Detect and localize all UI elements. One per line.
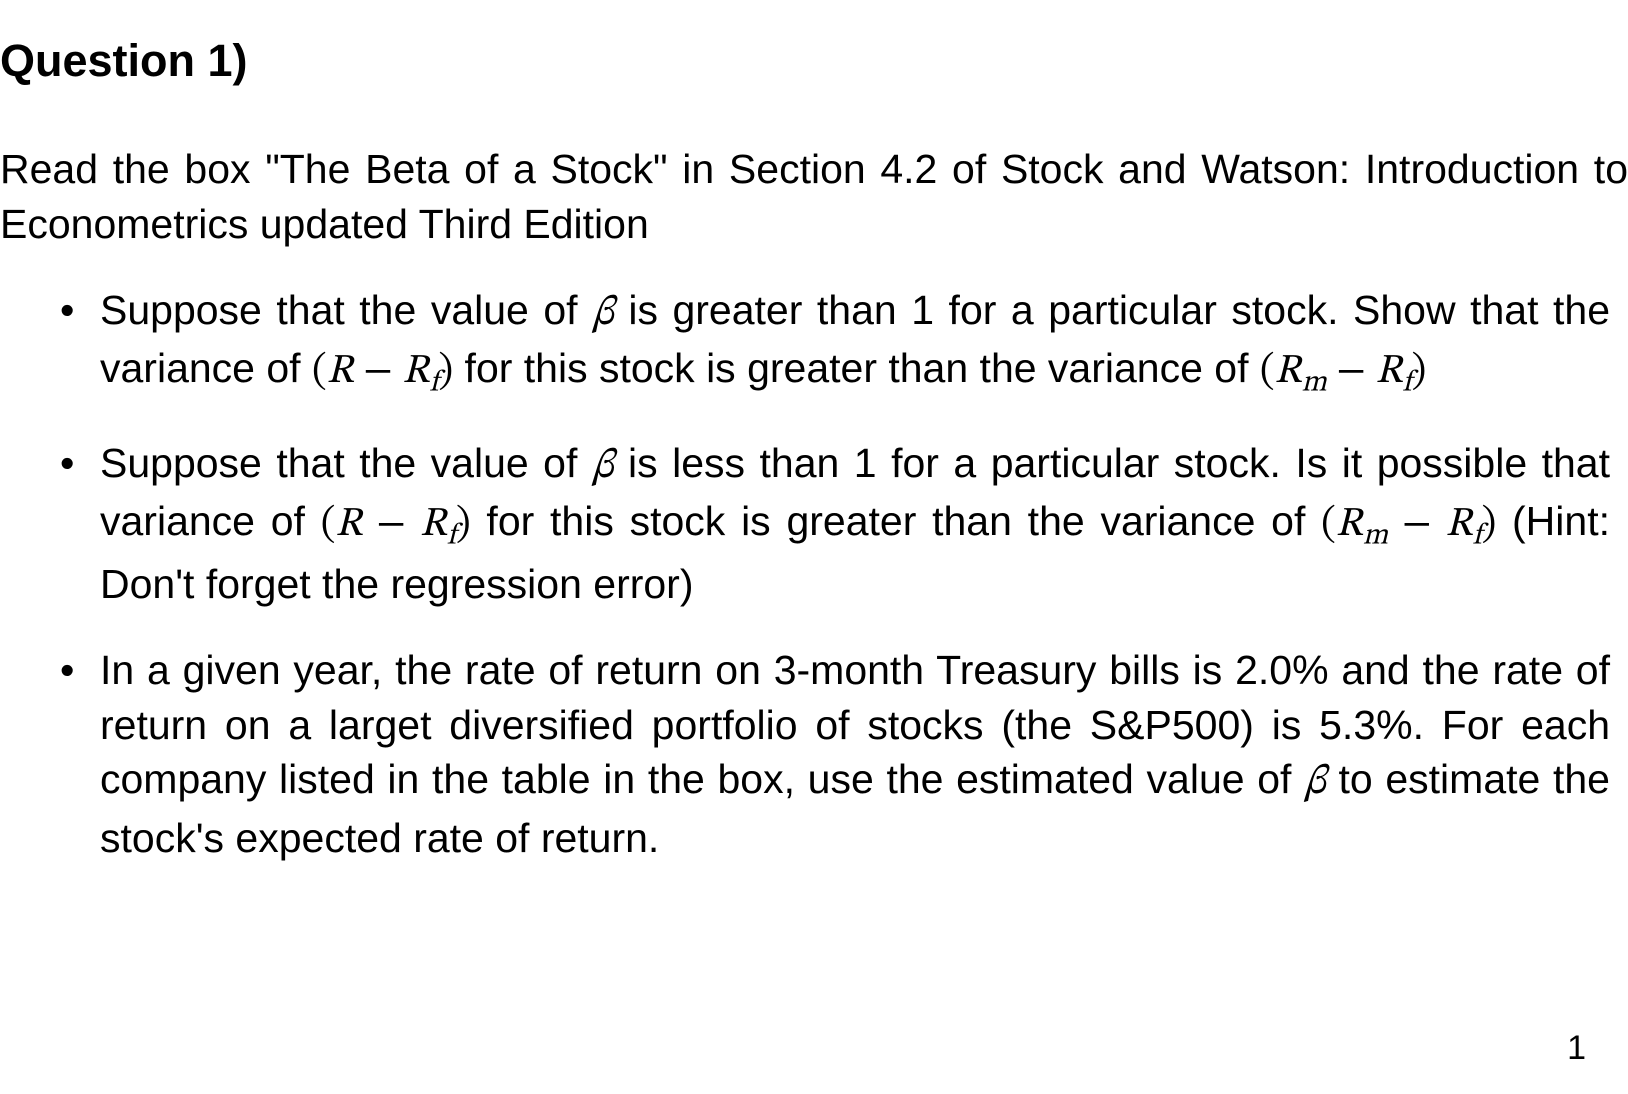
beta-symbol: β [592, 446, 614, 487]
text: Suppose that the value of [100, 440, 592, 486]
paren-open: ( [312, 351, 327, 392]
list-item: In a given year, the rate of return on 3… [60, 643, 1610, 865]
minus: − [1327, 351, 1376, 392]
subscript-f: f [1403, 369, 1412, 398]
subscript-f: f [447, 522, 456, 551]
minus: − [1388, 504, 1446, 545]
paren-open: ( [1321, 504, 1336, 545]
subscript-f: f [1473, 522, 1482, 551]
paren-open: ( [1260, 351, 1275, 392]
var-R: R [1446, 504, 1473, 545]
var-R: R [327, 351, 354, 392]
minus: − [362, 504, 420, 545]
paren-close: ) [456, 504, 471, 545]
list-item: Suppose that the value of β is greater t… [60, 283, 1610, 404]
var-R: R [1275, 351, 1302, 392]
intro-line-1: Read the box "The Beta of a Stock" in Se… [0, 146, 1187, 192]
var-R: R [1336, 504, 1363, 545]
page-number: 1 [1567, 1029, 1586, 1068]
var-R: R [420, 504, 447, 545]
subscript-f: f [429, 369, 438, 398]
list-item: Suppose that the value of β is less than… [60, 436, 1610, 612]
var-R: R [1376, 351, 1403, 392]
text: Suppose that the value of [100, 287, 592, 333]
paren-close: ) [1412, 351, 1427, 392]
paren-open: ( [321, 504, 336, 545]
paren-close: ) [1482, 504, 1497, 545]
minus: − [354, 351, 403, 392]
beta-symbol: β [1304, 762, 1326, 803]
subscript-m: m [1363, 522, 1388, 551]
subscript-m: m [1302, 369, 1327, 398]
intro-paragraph: Read the box "The Beta of a Stock" in Se… [0, 142, 1628, 253]
question-bullet-list: Suppose that the value of β is greater t… [0, 283, 1628, 866]
question-heading: Question 1) [0, 35, 1628, 87]
var-R: R [402, 351, 429, 392]
beta-symbol: β [592, 293, 614, 334]
text: for this stock is greater than the varia… [471, 498, 1322, 544]
var-R: R [335, 504, 362, 545]
paren-close: ) [439, 351, 454, 392]
text: for this stock is greater than the varia… [453, 345, 1260, 391]
